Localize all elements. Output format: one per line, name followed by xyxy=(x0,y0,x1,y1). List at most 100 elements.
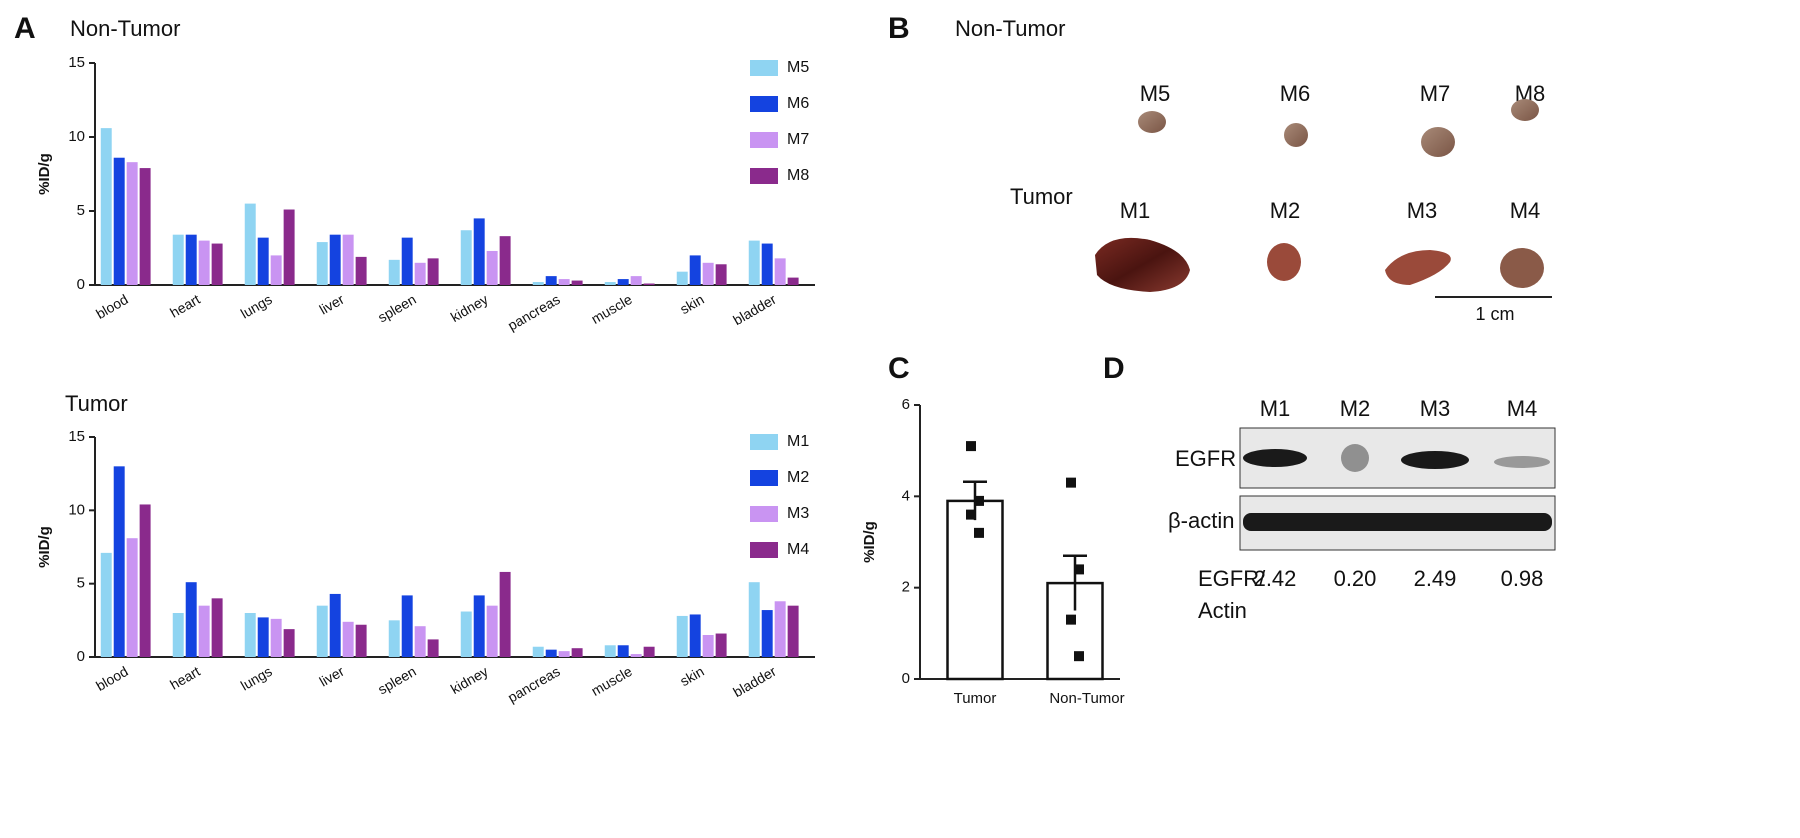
legend-label: M2 xyxy=(787,469,809,486)
bar xyxy=(617,279,629,285)
bar xyxy=(643,283,655,285)
bar xyxy=(427,639,439,657)
y-tick-label: 4 xyxy=(902,487,910,504)
legend-label: M8 xyxy=(787,167,809,184)
bar xyxy=(676,615,688,657)
group-label: Non-Tumor xyxy=(955,16,1065,41)
bar xyxy=(211,243,223,285)
bar xyxy=(630,654,642,657)
bar xyxy=(414,626,426,657)
bar xyxy=(460,230,472,285)
lane-label: M2 xyxy=(1340,396,1371,421)
legend-label: M3 xyxy=(787,505,809,522)
bar xyxy=(604,645,616,657)
sample-label: M5 xyxy=(1140,81,1171,106)
bar xyxy=(316,605,328,657)
x-tick-label: spleen xyxy=(375,663,419,697)
sample-label: M2 xyxy=(1270,198,1301,223)
data-point xyxy=(1074,564,1084,575)
lane-label: M4 xyxy=(1507,396,1538,421)
x-tick-label: lungs xyxy=(238,663,275,694)
y-tick-label: 0 xyxy=(902,670,910,687)
bands xyxy=(1243,444,1552,531)
bar xyxy=(702,262,714,285)
x-tick-label: spleen xyxy=(375,291,419,325)
legend-swatch xyxy=(750,506,778,522)
y-tick-label: 10 xyxy=(68,501,85,518)
y-tick-label: 5 xyxy=(77,202,85,219)
legend-swatch xyxy=(750,470,778,486)
bar xyxy=(427,258,439,285)
bar xyxy=(761,610,773,657)
x-tick-label: blood xyxy=(93,291,131,322)
panel-label: D xyxy=(1103,352,1125,385)
bar xyxy=(532,282,544,285)
ratio-value: 0.20 xyxy=(1334,566,1377,591)
x-tick-label: kidney xyxy=(448,663,491,697)
bar xyxy=(787,605,799,657)
group-label: Tumor xyxy=(1010,184,1073,209)
bar xyxy=(545,276,557,285)
sample-label: M4 xyxy=(1510,198,1541,223)
x-tick-label: heart xyxy=(167,663,203,693)
bar xyxy=(414,262,426,285)
data-point xyxy=(966,509,976,520)
x-tick-label: Non-Tumor xyxy=(1049,690,1124,707)
bar xyxy=(342,234,354,285)
bar xyxy=(185,582,197,657)
legend-swatch xyxy=(750,168,778,184)
y-axis-label: %ID/g xyxy=(36,153,53,195)
bar xyxy=(748,240,760,285)
bar xyxy=(774,258,786,285)
x-tick-label: skin xyxy=(677,291,707,317)
x-tick-label: blood xyxy=(93,663,131,694)
bar xyxy=(198,605,210,657)
lane-label: M1 xyxy=(1260,396,1291,421)
ratio-value: 2.49 xyxy=(1414,566,1457,591)
bar xyxy=(787,277,799,285)
bar xyxy=(113,466,125,657)
x-tick-label: liver xyxy=(317,291,348,318)
bar xyxy=(172,234,184,285)
bar xyxy=(316,242,328,285)
bar xyxy=(126,538,138,657)
x-tick-label: lungs xyxy=(238,291,275,322)
bar xyxy=(244,613,256,657)
legend-swatch xyxy=(750,434,778,450)
bar xyxy=(342,621,354,657)
data-point xyxy=(966,441,976,452)
bar xyxy=(571,280,583,285)
bar xyxy=(774,601,786,657)
data-point xyxy=(1074,651,1084,662)
bar xyxy=(946,499,1004,681)
x-tick-label: bladder xyxy=(730,663,779,700)
row-label: β-actin xyxy=(1168,508,1234,533)
bar xyxy=(486,605,498,657)
legend-label: M1 xyxy=(787,433,809,450)
bar xyxy=(473,218,485,285)
ratio-label: Actin xyxy=(1198,598,1247,623)
bar xyxy=(643,646,655,657)
y-tick-label: 10 xyxy=(68,128,85,145)
bar xyxy=(388,259,400,285)
bar xyxy=(355,256,367,285)
x-tick-label: Tumor xyxy=(954,690,997,707)
bar xyxy=(401,237,413,285)
bar xyxy=(689,614,701,657)
bar xyxy=(761,243,773,285)
bar xyxy=(329,593,341,657)
bar xyxy=(329,234,341,285)
bar xyxy=(244,203,256,285)
legend-swatch xyxy=(750,96,778,112)
y-tick-label: 0 xyxy=(77,276,85,293)
x-tick-label: muscle xyxy=(588,291,635,327)
x-tick-label: liver xyxy=(317,663,348,690)
x-tick-label: heart xyxy=(167,291,203,321)
panel-label: A xyxy=(14,12,36,45)
legend-label: M7 xyxy=(787,131,809,148)
scale-label: 1 cm xyxy=(1475,304,1514,324)
bar xyxy=(715,633,727,657)
chart-title: Non-Tumor xyxy=(70,16,180,41)
y-tick-label: 0 xyxy=(77,648,85,665)
